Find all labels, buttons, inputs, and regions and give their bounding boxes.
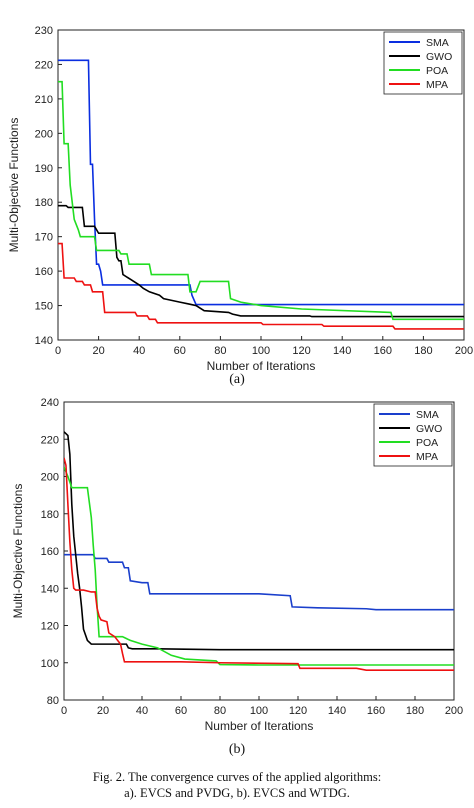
chart-b-y-axis-label: Multi-Objective Functions — [11, 484, 25, 619]
chart-a-x-tick-label-9: 180 — [414, 345, 432, 357]
chart-a-svg: 0 20 40 60 80 100 120 140 160 180 200 140 150 160 170 1… — [7, 25, 473, 373]
chart-b-x-tick-label-7: 140 — [328, 705, 346, 717]
panel-label-a: (a) — [229, 372, 245, 387]
chart-a-series-gwo — [58, 204, 464, 318]
chart-b-x-axis-label: Number of Iterations — [205, 719, 314, 733]
chart-a-y-tick-label-1: 150 — [35, 301, 53, 313]
chart-b-y-tick-label-0: 80 — [47, 695, 59, 707]
chart-a-x-tick-label-2: 40 — [133, 345, 145, 357]
chart-b-y-tick-label-4: 160 — [41, 546, 59, 558]
chart-b-x-tick-label-0: 0 — [61, 705, 67, 717]
chart-b-legend: SMA GWO POA MPA — [373, 403, 453, 467]
chart-a-y-tick-label-6: 200 — [35, 128, 53, 140]
chart-a-x-tick-label-7: 140 — [333, 345, 351, 357]
chart-a-x-tick-label-8: 160 — [374, 345, 392, 357]
chart-b-y-tick-label-2: 120 — [41, 621, 59, 633]
chart-a: 0 20 40 60 80 100 120 140 160 180 200 140 150 160 170 1… — [0, 0, 474, 373]
chart-a-x-tick-label-1: 20 — [92, 345, 104, 357]
chart-a-y-tick-label-5: 190 — [35, 163, 53, 175]
chart-b-x-tick-label-3: 60 — [175, 705, 187, 717]
chart-b-y-tick-label-1: 100 — [41, 658, 59, 670]
chart-b-x-tick-label-9: 180 — [406, 705, 424, 717]
chart-b-series-group — [64, 431, 454, 672]
chart-a-y-axis-label: Multi-Objective Functions — [7, 118, 21, 253]
chart-b-legend-label-gwo: GWO — [416, 423, 442, 435]
chart-b-x-tick-label-2: 40 — [136, 705, 148, 717]
chart-a-y-tick-label-7: 210 — [35, 94, 53, 106]
chart-b-y-tick-label-7: 220 — [41, 434, 59, 446]
chart-b-x-tick-label-1: 20 — [97, 705, 109, 717]
chart-b-legend-label-sma: SMA — [416, 409, 439, 421]
chart-b-x-tick-label-10: 200 — [445, 705, 463, 717]
panel-label-b: (b) — [228, 742, 246, 757]
chart-a-y-tick-label-2: 160 — [35, 266, 53, 278]
chart-a-series-mpa — [58, 242, 464, 330]
chart-b-x-tick-label-8: 160 — [367, 705, 385, 717]
chart-b-x-tick-label-6: 120 — [289, 705, 307, 717]
chart-b-series-gwo — [64, 431, 454, 651]
chart-b-x-tick-label-4: 80 — [214, 705, 226, 717]
chart-a-x-axis-label: Number of Iterations — [207, 359, 316, 372]
chart-a-x-tick-label-0: 0 — [55, 345, 61, 357]
chart-a-series-sma — [58, 59, 464, 306]
chart-b-x-tick-label-5: 100 — [250, 705, 268, 717]
chart-b-y-tick-label-8: 240 — [41, 397, 59, 409]
chart-b-series-mpa — [64, 457, 454, 672]
chart-b-y-tick-label-5: 180 — [41, 509, 59, 521]
chart-b-svg: 0 20 40 60 80 100 120 140 160 180 200 80 100 120 140 16… — [11, 397, 463, 733]
chart-a-legend: SMA GWO POA MPA — [383, 31, 463, 95]
chart-b-legend-label-poa: POA — [416, 437, 438, 449]
chart-a-legend-label-gwo: GWO — [426, 51, 452, 63]
chart-a-series-group — [58, 59, 464, 330]
figure-caption-line-2: a). EVCS and PVDG, b). EVCS and WTDG. — [124, 786, 350, 800]
chart-b-y-tick-label-3: 140 — [41, 583, 59, 595]
chart-a-y-tick-label-4: 180 — [35, 197, 53, 209]
chart-a-x-tick-label-3: 60 — [174, 345, 186, 357]
chart-b: 0 20 40 60 80 100 120 140 160 180 200 80 100 120 140 16… — [0, 388, 474, 762]
chart-b-series-sma — [64, 553, 454, 611]
chart-a-series-poa — [58, 80, 464, 321]
chart-a-legend-label-sma: SMA — [426, 37, 449, 49]
chart-a-x-tick-label-4: 80 — [214, 345, 226, 357]
figure-caption-line-1: Fig. 2. The convergence curves of the ap… — [92, 770, 382, 784]
chart-a-x-tick-label-10: 200 — [455, 345, 473, 357]
chart-a-y-tick-label-9: 230 — [35, 25, 53, 37]
chart-a-y-tick-label-0: 140 — [35, 335, 53, 347]
chart-b-series-poa — [64, 466, 454, 666]
chart-b-y-tick-label-6: 200 — [41, 472, 59, 484]
chart-a-y-tick-label-8: 220 — [35, 59, 53, 71]
chart-a-x-tick-label-5: 100 — [252, 345, 270, 357]
chart-a-y-tick-label-3: 170 — [35, 232, 53, 244]
chart-a-x-tick-label-6: 120 — [292, 345, 310, 357]
chart-a-legend-label-mpa: MPA — [426, 79, 448, 91]
chart-a-legend-label-poa: POA — [426, 65, 448, 77]
chart-b-legend-label-mpa: MPA — [416, 451, 438, 463]
